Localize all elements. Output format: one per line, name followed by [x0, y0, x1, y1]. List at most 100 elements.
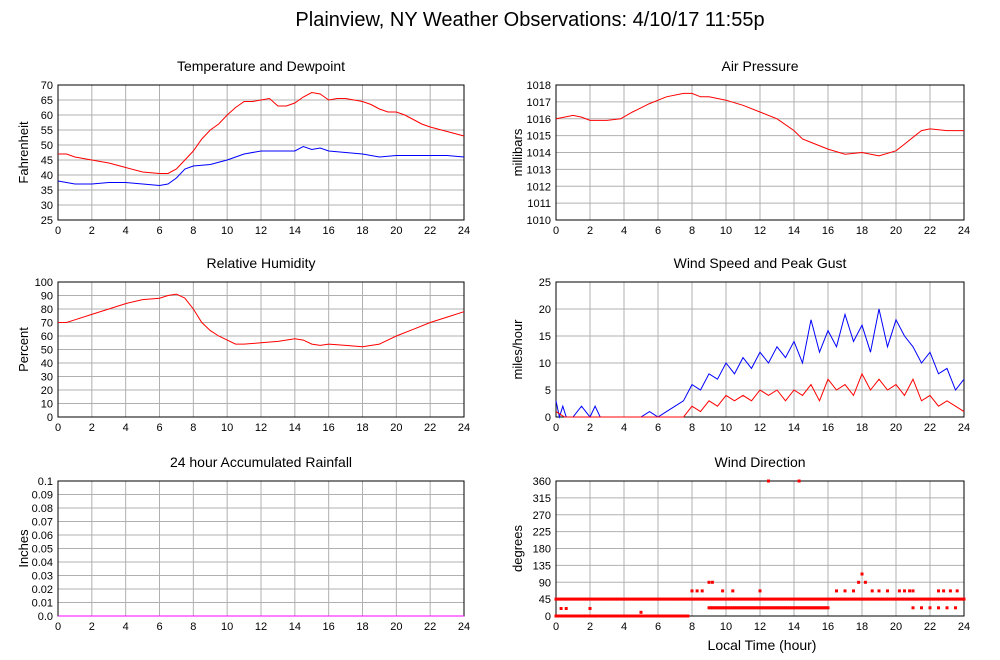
chart-temp: 0 2 4 6 8 10 12 14 16 18 20 22 242530354045505560657… — [16, 58, 470, 237]
y-tick-label: 0.09 — [32, 490, 53, 502]
x-tick-label: 20 — [890, 422, 902, 434]
data-point — [789, 597, 793, 601]
data-point — [636, 597, 640, 601]
data-point — [838, 597, 842, 601]
data-point — [703, 597, 707, 601]
data-point — [693, 597, 697, 601]
data-point — [870, 589, 874, 593]
data-point — [840, 597, 844, 601]
data-point — [686, 614, 690, 618]
data-point — [942, 589, 946, 593]
data-point — [756, 597, 760, 601]
data-point — [599, 597, 603, 601]
data-point — [716, 606, 719, 610]
data-point — [632, 597, 635, 601]
data-point — [742, 597, 746, 601]
x-tick-label: 2 — [587, 621, 593, 633]
data-point — [583, 597, 587, 601]
data-point — [860, 597, 864, 601]
data-point — [882, 597, 886, 601]
data-point — [899, 597, 903, 601]
series-line-1 — [555, 372, 965, 418]
data-point — [748, 597, 752, 601]
data-point — [687, 597, 691, 601]
x-tick-label: 6 — [156, 422, 162, 434]
data-point — [834, 597, 837, 601]
data-point — [783, 597, 786, 601]
data-point — [843, 589, 847, 593]
data-point — [795, 606, 799, 610]
data-point — [558, 597, 562, 601]
data-point — [755, 606, 759, 610]
data-point — [807, 597, 811, 601]
data-point — [835, 589, 838, 593]
x-tick-label: 12 — [255, 422, 267, 434]
x-tick-label: 0 — [55, 422, 61, 434]
data-point — [897, 589, 901, 593]
data-point — [908, 589, 912, 593]
data-point — [806, 606, 810, 610]
data-point — [776, 597, 780, 601]
y-tick-label: 80 — [41, 304, 53, 316]
data-point — [907, 597, 911, 601]
data-point — [642, 597, 646, 601]
y-tick-label: 0.04 — [32, 557, 53, 569]
data-point — [721, 597, 725, 601]
data-point — [962, 597, 966, 601]
data-point — [623, 597, 627, 601]
data-point — [758, 606, 762, 610]
data-point — [801, 606, 804, 610]
data-point — [685, 597, 689, 601]
data-point — [597, 597, 601, 601]
data-point — [654, 597, 658, 601]
data-point — [562, 597, 566, 601]
data-point — [780, 597, 784, 601]
y-tick-label: 225 — [533, 527, 551, 539]
data-point — [556, 597, 560, 601]
data-point — [674, 597, 678, 601]
data-point — [917, 597, 921, 601]
x-tick-label: 18 — [856, 422, 868, 434]
y-tick-label: 0.01 — [32, 598, 53, 610]
data-point — [868, 597, 872, 601]
x-tick-label: 12 — [754, 422, 766, 434]
series-line-1 — [57, 145, 465, 187]
data-point — [777, 606, 781, 610]
y-tick-label: 1018 — [527, 80, 551, 92]
y-tick-label: 0 — [47, 412, 53, 424]
data-point — [784, 606, 787, 610]
data-point — [613, 597, 617, 601]
data-point — [809, 597, 813, 601]
data-point — [817, 597, 821, 601]
y-tick-label: 0.0 — [38, 611, 53, 623]
data-point — [874, 597, 878, 601]
data-point — [713, 597, 717, 601]
series-line-0 — [58, 293, 465, 348]
data-point — [852, 597, 856, 601]
x-tick-label: 24 — [458, 621, 470, 633]
data-point — [699, 597, 703, 601]
x-tick-label: 0 — [553, 422, 559, 434]
data-point — [818, 606, 821, 610]
data-point — [864, 597, 868, 601]
x-tick-label: 12 — [255, 621, 267, 633]
x-tick-label: 8 — [190, 225, 196, 237]
data-point — [607, 597, 611, 601]
data-point — [782, 606, 786, 610]
x-tick-label: 14 — [788, 225, 800, 237]
data-point — [911, 597, 915, 601]
data-point — [952, 597, 956, 601]
data-point — [758, 589, 762, 593]
x-tick-label: 14 — [289, 225, 301, 237]
x-tick-label: 22 — [424, 225, 436, 237]
data-point — [792, 606, 796, 610]
x-tick-label: 10 — [720, 621, 732, 633]
data-point — [707, 580, 711, 584]
x-tick-label: 4 — [621, 621, 627, 633]
data-point — [662, 597, 666, 601]
y-tick-label: 1011 — [527, 198, 551, 210]
data-point — [887, 597, 890, 601]
y-tick-label: 15 — [539, 331, 551, 343]
chart-pressure: 0 2 4 6 8 10 12 14 16 18 20 22 241010101110121013101… — [510, 58, 970, 237]
data-point — [581, 597, 584, 601]
